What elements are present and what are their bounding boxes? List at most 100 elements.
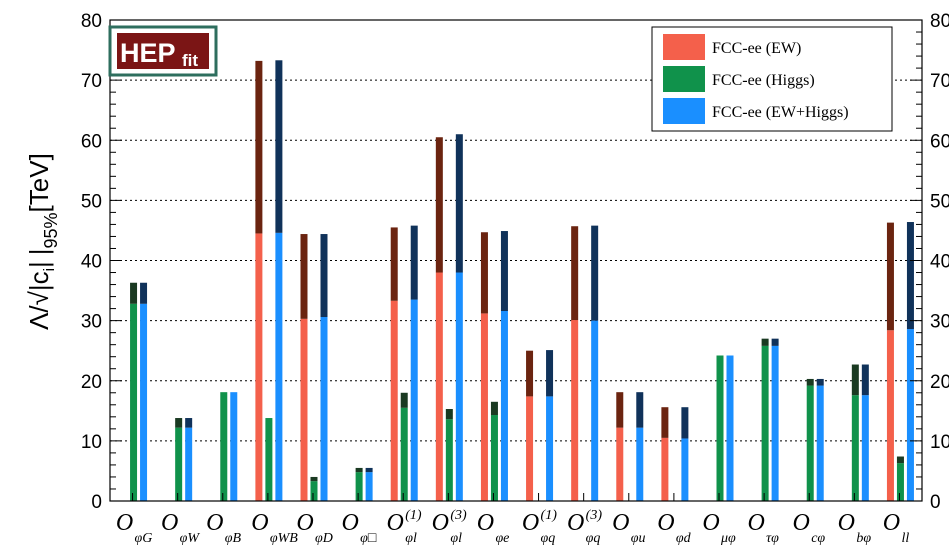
- y-tick-label-right: 60: [930, 131, 949, 152]
- bar-fcc-ee-ew-higgs-: [230, 392, 238, 501]
- bar-fcc-ee-ew-higgs-: [185, 427, 193, 501]
- x-tick-label-main: O: [657, 510, 674, 536]
- x-tick-label: Ocφ: [793, 510, 826, 546]
- bar-fcc-ee-higgs-: [490, 415, 498, 501]
- x-tick-label-sub: φG: [135, 531, 153, 546]
- legend-swatch: [663, 66, 705, 92]
- x-tick-label-sub: φ□: [360, 531, 377, 546]
- x-tick-label-main: O: [387, 510, 404, 536]
- bar-fcc-ee-ew-higgs-: [140, 303, 148, 501]
- y-tick-label-right: 0: [930, 492, 941, 513]
- bar-fcc-ee-higgs-: [445, 419, 453, 501]
- bar-fcc-ee-ew-: [526, 396, 534, 501]
- y-tick-label-left: 50: [81, 191, 102, 212]
- x-tick-label: Oφl (1): [387, 508, 422, 546]
- x-tick-label: Oφq (3): [567, 508, 602, 546]
- y-tick-label-left: 60: [81, 131, 102, 152]
- bar-fcc-ee-ew-higgs-: [861, 395, 869, 501]
- x-tick-label-main: O: [477, 510, 494, 536]
- bar-cap-fcc-ee-ew-: [526, 350, 534, 397]
- x-tick-label-sub: φW: [180, 531, 201, 546]
- x-tick-label-sub: φD: [315, 531, 333, 546]
- legend: FCC-ee (EW) FCC-ee (Higgs) FCC-ee (EW+Higg…: [651, 26, 893, 132]
- x-tick-label: Oφq (1): [522, 508, 557, 546]
- bar-cap-fcc-ee-ew-higgs-: [546, 350, 554, 397]
- y-axis-label-ci-sub: i: [41, 268, 58, 271]
- y-tick-label-right: 40: [930, 252, 949, 273]
- x-tick-label-sup: (1): [405, 508, 422, 523]
- bar-cap-fcc-ee-ew-higgs-: [906, 222, 914, 330]
- x-tick-label-sub: φq: [586, 531, 601, 546]
- y-tick-label-left: 30: [81, 312, 102, 333]
- bar-fcc-ee-higgs-: [175, 427, 183, 501]
- bar-fcc-ee-higgs-: [716, 355, 724, 501]
- bar-fcc-ee-higgs-: [130, 303, 138, 501]
- x-tick-label: Oφl (3): [432, 508, 467, 546]
- legend-label: FCC-ee (Higgs): [712, 72, 815, 89]
- bars: [130, 60, 914, 501]
- bar-cap-fcc-ee-higgs-: [806, 378, 814, 386]
- x-tick-label-sub: φl: [450, 531, 462, 546]
- bar-cap-fcc-ee-ew-: [616, 392, 624, 428]
- bar-fcc-ee-higgs-: [400, 407, 408, 501]
- bar-cap-fcc-ee-ew-higgs-: [275, 60, 283, 233]
- y-axis-label: Λ/√|ci||95%[TeV]: [24, 153, 61, 330]
- bar-cap-fcc-ee-ew-higgs-: [591, 225, 599, 321]
- grid: [110, 79, 922, 442]
- bar-fcc-ee-ew-: [390, 300, 398, 501]
- bar-fcc-ee-higgs-: [896, 463, 904, 501]
- x-tick-label-sub: τφ: [766, 531, 779, 546]
- legend-swatch: [663, 98, 705, 124]
- bar-cap-fcc-ee-ew-: [300, 234, 308, 319]
- bar-cap-fcc-ee-ew-higgs-: [636, 392, 644, 428]
- x-tick-label-main: O: [793, 510, 810, 536]
- bar-cap-fcc-ee-higgs-: [761, 338, 769, 346]
- bar-cap-fcc-ee-ew-: [571, 226, 579, 321]
- bar-cap-fcc-ee-ew-higgs-: [140, 282, 148, 304]
- x-tick-label-main: O: [161, 510, 178, 536]
- y-tick-label-left: 40: [81, 252, 102, 273]
- y-axis-ticks-left: 0 10 20 30 40 50 60 70 80: [81, 11, 122, 513]
- y-tick-label-right: 30: [930, 312, 949, 333]
- x-tick-label-main: O: [567, 510, 584, 536]
- bar-fcc-ee-ew-: [255, 233, 263, 501]
- bar-fcc-ee-ew-: [571, 320, 579, 501]
- bar-fcc-ee-ew-higgs-: [275, 232, 283, 501]
- bar-fcc-ee-ew-higgs-: [726, 355, 734, 501]
- x-tick-label-main: O: [341, 510, 358, 536]
- bar-cap-fcc-ee-ew-: [435, 137, 443, 273]
- bar-fcc-ee-ew-higgs-: [681, 438, 689, 501]
- bar-fcc-ee-ew-higgs-: [636, 427, 644, 501]
- logo-sub-text: fit: [182, 51, 198, 70]
- y-axis-label-unit: [TeV]: [24, 153, 54, 212]
- legend-label: FCC-ee (EW): [712, 40, 801, 57]
- x-tick-label: OφD: [296, 510, 333, 546]
- bar-fcc-ee-ew-: [435, 272, 443, 501]
- x-tick-label-sub: φe: [495, 531, 509, 546]
- bar-cap-fcc-ee-ew-: [390, 227, 398, 301]
- x-tick-label: OφB: [206, 510, 241, 546]
- x-tick-label: Obφ: [838, 510, 872, 546]
- x-tick-label: OφG: [116, 510, 153, 546]
- y-tick-label-right: 10: [930, 432, 949, 453]
- bar-fcc-ee-higgs-: [851, 395, 859, 501]
- bar-fcc-ee-ew-higgs-: [906, 329, 914, 501]
- x-tick-label-main: O: [206, 510, 223, 536]
- x-tick-label-main: O: [702, 510, 719, 536]
- x-tick-label: OφW: [161, 510, 200, 546]
- bar-cap-fcc-ee-higgs-: [310, 476, 318, 482]
- x-tick-label-sub: φB: [225, 531, 242, 546]
- x-tick-label-main: O: [432, 510, 449, 536]
- bar-fcc-ee-ew-higgs-: [320, 317, 328, 501]
- y-axis-label-lambda: Λ/: [24, 305, 54, 330]
- y-axis-ticks-right: 0 10 20 30 40 50 60 70 80: [910, 11, 949, 513]
- bar-cap-fcc-ee-higgs-: [175, 418, 183, 428]
- x-tick-label-main: O: [612, 510, 629, 536]
- x-tick-label-main: O: [747, 510, 764, 536]
- bar-cap-fcc-ee-ew-: [886, 222, 894, 331]
- y-tick-label-left: 80: [81, 11, 102, 32]
- bar-cap-fcc-ee-ew-higgs-: [365, 467, 373, 473]
- x-tick-label-sub: μφ: [720, 531, 736, 546]
- bar-fcc-ee-ew-: [300, 318, 308, 501]
